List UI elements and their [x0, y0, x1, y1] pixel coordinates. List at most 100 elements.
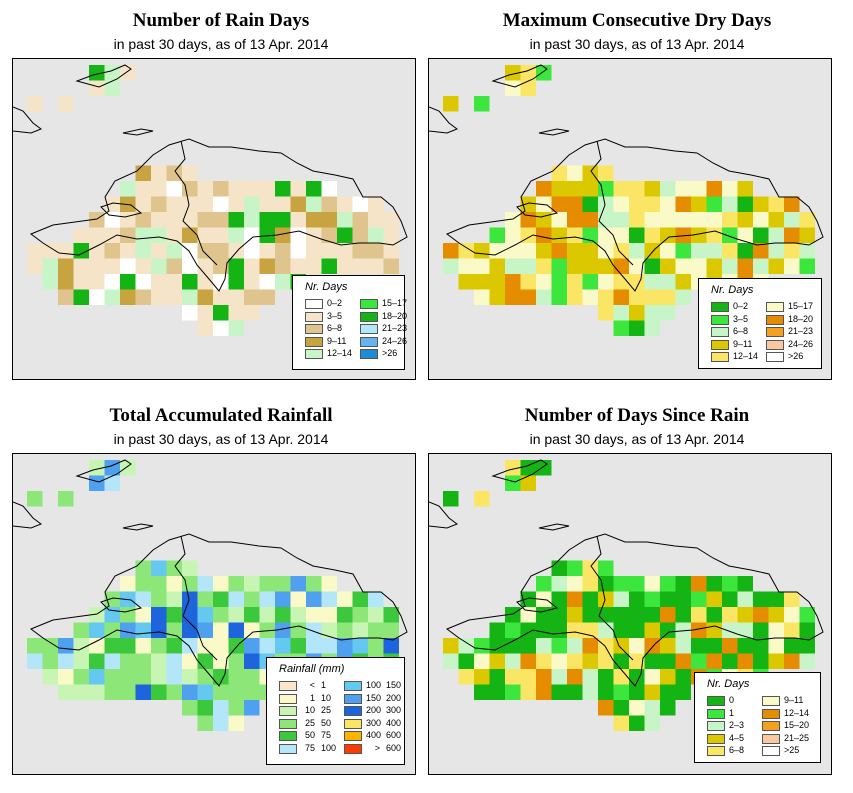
grid-cell	[551, 165, 567, 181]
panel-subtitle: in past 30 days, as of 13 Apr. 2014	[113, 36, 329, 52]
grid-cell	[275, 591, 291, 607]
grid-cell	[27, 653, 43, 669]
grid-cell	[613, 243, 629, 259]
grid-cell	[197, 576, 213, 592]
grid-cell	[799, 227, 815, 243]
grid-cell	[613, 258, 629, 274]
legend-label: 9–11	[327, 335, 347, 346]
grid-cell	[120, 227, 136, 243]
coastline-tortuga	[122, 128, 154, 136]
map-svg	[429, 64, 824, 336]
grid-cell	[73, 669, 89, 685]
grid-cell	[89, 669, 105, 685]
grid-cell	[197, 258, 213, 274]
grid-cell	[551, 196, 567, 212]
grid-cell	[383, 243, 399, 259]
grid-cell	[104, 243, 120, 259]
grid-cell	[520, 212, 536, 228]
grid-cell	[259, 258, 275, 274]
grid-cell	[753, 607, 769, 623]
legend-title: Rainfall (mm)	[279, 663, 345, 675]
grid-cell	[505, 258, 521, 274]
grid-cell	[567, 289, 583, 305]
grid-cell	[166, 684, 182, 700]
legend-label: 1	[729, 707, 735, 718]
grid-cell	[151, 274, 167, 290]
grid-cell	[321, 243, 337, 259]
grid-cell	[536, 576, 552, 592]
grid-cell	[505, 80, 521, 96]
legend-swatch	[711, 339, 729, 350]
grid-cell	[290, 258, 306, 274]
grid-cell	[182, 684, 198, 700]
grid-cell	[722, 576, 738, 592]
grid-cell	[306, 227, 322, 243]
grid-cell	[228, 576, 244, 592]
grid-cell	[474, 96, 490, 112]
grid-cell	[89, 475, 105, 491]
grid-cell	[706, 607, 722, 623]
legend-swatch	[344, 743, 362, 754]
grid-cell	[27, 96, 43, 112]
grid-cell	[213, 607, 229, 623]
grid-cell	[722, 638, 738, 654]
grid-cell	[135, 684, 151, 700]
grid-cell	[768, 227, 784, 243]
grid-cell	[244, 700, 260, 716]
grid-cell	[383, 607, 399, 623]
grid-cell	[151, 653, 167, 669]
grid-cell	[567, 622, 583, 638]
grid-cell	[505, 460, 521, 476]
grid-cell	[321, 622, 337, 638]
grid-cell	[567, 607, 583, 623]
grid-cell	[629, 181, 645, 197]
grid-cell	[582, 638, 598, 654]
grid-cell	[737, 181, 753, 197]
grid-cell	[644, 258, 660, 274]
grid-cell	[259, 622, 275, 638]
legend-label: 12–14	[733, 351, 759, 361]
grid-cell	[89, 243, 105, 259]
grid-cell	[551, 653, 567, 669]
grid-cell	[629, 196, 645, 212]
grid-cell	[598, 181, 614, 197]
grid-cell	[27, 243, 43, 259]
grid-cell	[706, 653, 722, 669]
grid-cell	[213, 669, 229, 685]
panel-total-rainfall: Total Accumulated Rainfall in past 30 da…	[12, 395, 430, 777]
grid-cell	[337, 607, 353, 623]
grid-cell	[582, 591, 598, 607]
grid-cell	[352, 622, 368, 638]
grid-cell	[567, 196, 583, 212]
grid-cell	[644, 638, 660, 654]
map-area	[428, 58, 832, 380]
legend-swatch	[279, 681, 297, 691]
grid-cell	[166, 576, 182, 592]
panel-title: Total Accumulated Rainfall	[109, 405, 333, 426]
grid-cell	[259, 196, 275, 212]
grid-cell	[352, 607, 368, 623]
panel-days-since-rain: Number of Days Since Rain in past 30 day…	[428, 395, 846, 777]
grid-cell	[660, 274, 676, 290]
legend-range-high: 25	[321, 705, 332, 715]
grid-cell	[567, 165, 583, 181]
legend-total-rainfall: Rainfall (mm) <1 1 10 10 25 25 50 50 75 75 100 100 1…	[266, 657, 405, 765]
grid-cell	[644, 591, 660, 607]
grid-cell	[89, 622, 105, 638]
legend-swatch	[305, 324, 323, 334]
grid-cell	[675, 227, 691, 243]
grid-cell	[120, 684, 136, 700]
grid-cell	[213, 638, 229, 654]
grid-cell	[753, 196, 769, 212]
grid-cell	[489, 289, 505, 305]
legend-label: 18–20	[382, 310, 408, 321]
grid-cell	[290, 196, 306, 212]
grid-cell	[505, 622, 521, 638]
grid-cell	[352, 258, 368, 274]
grid-cell	[737, 607, 753, 623]
grid-cell	[443, 243, 459, 259]
grid-cell	[598, 607, 614, 623]
legend-range-low: 75	[304, 742, 315, 753]
grid-cell	[120, 274, 136, 290]
grid-cell	[629, 274, 645, 290]
